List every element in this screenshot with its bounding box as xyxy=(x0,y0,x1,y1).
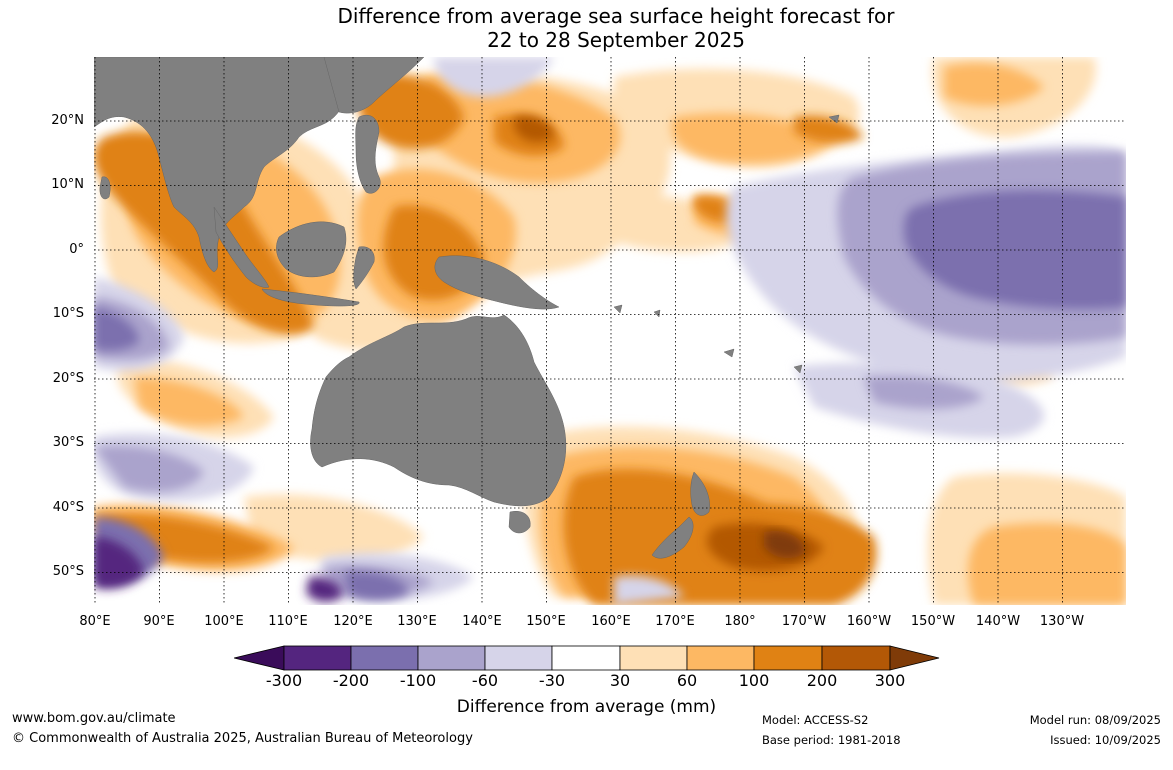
new-zealand-south-land xyxy=(651,516,694,559)
anomaly-minus-200-to-minus-300-regions xyxy=(94,537,343,602)
longitude-label-80e: 80°E xyxy=(79,614,111,629)
footer-model: Model: ACCESS-S2 xyxy=(762,713,869,727)
latitude-label-30s: 30°S xyxy=(52,435,84,450)
legend-tick-minus-200: -200 xyxy=(332,671,370,690)
asia-east-land xyxy=(323,57,425,114)
legend-swatch-100-to-200 xyxy=(753,645,823,671)
legend-tick-60: 60 xyxy=(676,671,698,690)
anomaly-above-300-regions xyxy=(764,530,806,559)
legend-tick-200: 200 xyxy=(806,671,838,690)
sea-surface-height-map xyxy=(94,57,1126,605)
latitude-label-10n: 10°N xyxy=(51,177,84,192)
footer-model-run: Model run: 08/09/2025 xyxy=(1029,713,1161,727)
graticule xyxy=(94,57,1126,605)
footer-issued: Issued: 10/09/2025 xyxy=(1050,733,1161,747)
longitude-label-100e: 100°E xyxy=(204,614,244,629)
longitude-label-140e: 140°E xyxy=(462,614,502,629)
legend-colorbar xyxy=(233,645,940,675)
longitude-label-170w: 170°W xyxy=(781,614,827,629)
borneo-land xyxy=(276,221,347,278)
latitude-label-50s: 50°S xyxy=(52,564,84,579)
longitude-label-150e: 150°E xyxy=(526,614,566,629)
longitude-label-180: 180° xyxy=(724,614,756,629)
footer-website-link[interactable]: www.bom.gov.au/climate xyxy=(12,711,176,726)
map-title: Difference from average sea surface heig… xyxy=(0,4,1173,52)
longitude-label-90e: 90°E xyxy=(143,614,175,629)
legend-swatch-minus-200-to-minus-100 xyxy=(350,645,419,671)
philippines-land xyxy=(355,114,381,194)
longitude-label-120e: 120°E xyxy=(333,614,373,629)
legend-swatch-60-to-100 xyxy=(686,645,755,671)
longitude-label-150w: 150°W xyxy=(910,614,956,629)
tasmania-land xyxy=(508,511,531,534)
longitude-label-140w: 140°W xyxy=(975,614,1021,629)
map-title-line2: 22 to 28 September 2025 xyxy=(487,28,745,52)
legend-tick-30: 30 xyxy=(609,671,631,690)
legend-tick-100: 100 xyxy=(738,671,770,690)
australia-land xyxy=(310,314,567,507)
longitude-label-110e: 110°E xyxy=(268,614,308,629)
sri-lanka-land xyxy=(99,176,111,200)
latitude-label-20s: 20°S xyxy=(52,371,84,386)
legend-swatch-minus-300-to-minus-200 xyxy=(283,645,352,671)
latitude-label-10s: 10°S xyxy=(52,306,84,321)
longitude-label-130e: 130°E xyxy=(397,614,437,629)
footer-base-period: Base period: 1981-2018 xyxy=(762,733,901,747)
legend-tick-minus-30: -30 xyxy=(538,671,566,690)
java-land xyxy=(261,288,360,307)
legend-tick-minus-60: -60 xyxy=(471,671,499,690)
new-guinea-land xyxy=(434,255,560,310)
latitude-label-20n: 20°N xyxy=(51,113,84,128)
longitude-label-160w: 160°W xyxy=(846,614,892,629)
latitude-label-0: 0° xyxy=(69,242,84,257)
malay-peninsula-land xyxy=(213,206,270,288)
new-zealand-north-land xyxy=(690,471,710,516)
legend-tick-minus-300: -300 xyxy=(265,671,303,690)
map-title-line1: Difference from average sea surface heig… xyxy=(337,4,895,28)
longitude-label-160e: 160°E xyxy=(591,614,631,629)
legend-swatch-below-minus-300 xyxy=(233,645,285,671)
legend-swatch-30-to-60 xyxy=(619,645,688,671)
legend-swatch-minus-30-to-30 xyxy=(551,645,621,671)
pacific-islands-land xyxy=(613,114,840,374)
latitude-label-40s: 40°S xyxy=(52,500,84,515)
legend-tick-minus-100: -100 xyxy=(399,671,437,690)
legend-swatch-minus-100-to-minus-60 xyxy=(417,645,486,671)
legend-tick-300: 300 xyxy=(874,671,906,690)
legend-swatch-minus-60-to-minus-30 xyxy=(484,645,553,671)
longitude-label-170e: 170°E xyxy=(655,614,695,629)
land-masses xyxy=(94,57,840,559)
legend-swatch-above-300 xyxy=(889,645,940,671)
longitude-label-130w: 130°W xyxy=(1039,614,1085,629)
footer-copyright: © Commonwealth of Australia 2025, Austra… xyxy=(12,731,473,746)
legend-title: Difference from average (mm) xyxy=(456,697,717,717)
legend-swatch-200-to-300 xyxy=(821,645,891,671)
asia-land xyxy=(94,57,365,273)
